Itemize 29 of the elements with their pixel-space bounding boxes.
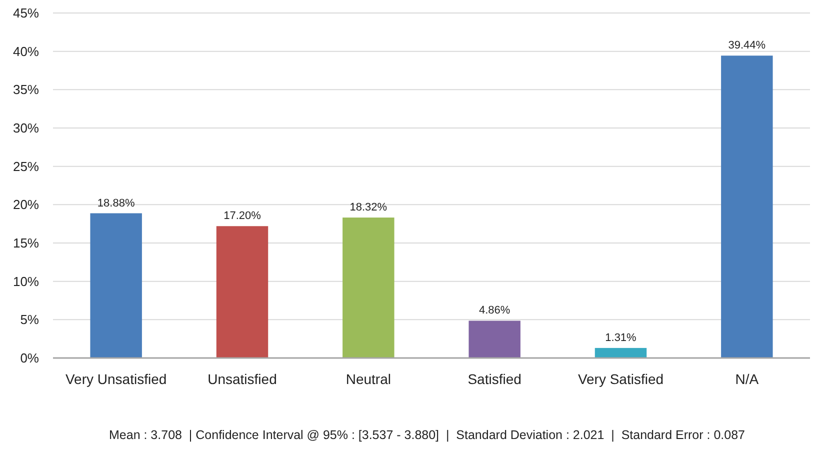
data-label: 4.86%	[478, 304, 510, 317]
y-tick-label: 25%	[12, 158, 40, 174]
y-tick-label: 0%	[20, 350, 40, 366]
y-tick-label: 10%	[12, 274, 40, 289]
text: Mean : 3.708 | Confidence Interval @ 95% : [3.537 - 3.880] | Standard Deviation : 2.021 | Standard Error : 0.087	[109, 428, 746, 442]
y-tick-label: 30%	[12, 120, 40, 136]
x-tick-label: Very Unsatisfied	[65, 371, 167, 387]
y-tick-label: 35%	[12, 82, 40, 98]
x-tick-label: Neutral	[346, 371, 391, 387]
data-label: 17.20%	[224, 210, 262, 222]
x-tick-label: N/A	[735, 371, 760, 387]
data-label: 39.44%	[728, 40, 766, 52]
bar	[721, 56, 773, 358]
y-tick-label: 45%	[12, 6, 40, 21]
y-tick-label: 15%	[12, 236, 40, 251]
y-tick-label: 40%	[12, 44, 40, 59]
bar	[90, 213, 142, 358]
bar	[468, 320, 520, 358]
y-tick-label: 20%	[12, 197, 40, 212]
bar	[342, 218, 394, 358]
data-label: 1.31%	[605, 332, 637, 344]
data-label: 18.32%	[350, 202, 388, 214]
y-tick-label: 5%	[20, 312, 40, 328]
x-tick-label: Very Satisfied	[578, 371, 664, 387]
bar	[216, 226, 268, 358]
data-label: 18.88%	[97, 197, 135, 210]
x-tick-label: Unsatisfied	[208, 371, 277, 387]
bar	[594, 348, 647, 358]
x-tick-label: Satisfied	[468, 371, 522, 387]
